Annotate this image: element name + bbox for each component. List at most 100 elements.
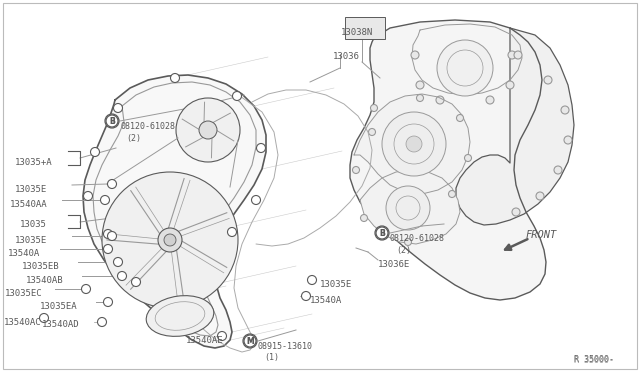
Polygon shape (350, 20, 546, 300)
Text: (2): (2) (396, 246, 411, 255)
Text: R 35000-: R 35000- (574, 356, 614, 365)
Circle shape (257, 144, 266, 153)
Circle shape (40, 314, 49, 323)
Circle shape (486, 96, 494, 104)
Circle shape (506, 81, 514, 89)
Circle shape (118, 272, 127, 280)
Text: FRONT: FRONT (526, 230, 557, 240)
Circle shape (554, 166, 562, 174)
Text: 13540AA: 13540AA (10, 200, 47, 209)
Text: 13540A: 13540A (8, 249, 40, 258)
Text: 08915-13610: 08915-13610 (258, 342, 313, 351)
Circle shape (360, 215, 367, 221)
Text: 13038N: 13038N (341, 28, 373, 37)
Circle shape (227, 228, 237, 237)
Text: 13035E: 13035E (15, 236, 47, 245)
Circle shape (105, 114, 119, 128)
Text: B: B (109, 116, 115, 125)
Circle shape (369, 128, 376, 135)
Circle shape (97, 317, 106, 327)
Circle shape (436, 96, 444, 104)
Text: B: B (379, 228, 385, 237)
Circle shape (544, 76, 552, 84)
Text: 13035+A: 13035+A (15, 158, 52, 167)
Circle shape (449, 190, 456, 198)
Circle shape (508, 51, 516, 59)
Circle shape (176, 98, 240, 162)
Text: (1): (1) (264, 353, 279, 362)
Text: B: B (109, 116, 115, 125)
Polygon shape (360, 170, 460, 244)
Text: B: B (379, 228, 385, 237)
Text: 13540AD: 13540AD (42, 320, 79, 329)
Circle shape (81, 285, 90, 294)
Text: 13035E: 13035E (15, 185, 47, 194)
Circle shape (232, 92, 241, 100)
Circle shape (437, 40, 493, 96)
Circle shape (353, 167, 360, 173)
Circle shape (131, 278, 141, 286)
Text: R 35000-: R 35000- (574, 355, 614, 364)
FancyBboxPatch shape (345, 17, 385, 39)
Text: M: M (246, 337, 254, 346)
Text: 13035EB: 13035EB (22, 262, 60, 271)
Circle shape (252, 196, 260, 205)
Text: 13035EA: 13035EA (40, 302, 77, 311)
Text: (2): (2) (126, 134, 141, 143)
Text: 13540AE: 13540AE (186, 336, 223, 345)
Circle shape (406, 136, 422, 152)
Circle shape (417, 94, 424, 102)
Polygon shape (456, 28, 574, 225)
Circle shape (108, 180, 116, 189)
Circle shape (104, 244, 113, 253)
Circle shape (514, 51, 522, 59)
Text: M: M (246, 337, 254, 346)
Circle shape (104, 230, 113, 238)
Circle shape (411, 51, 419, 59)
Polygon shape (83, 75, 266, 348)
Circle shape (376, 227, 388, 239)
Circle shape (113, 103, 122, 112)
Text: 13035E: 13035E (320, 280, 352, 289)
Circle shape (108, 231, 116, 241)
Text: 08120-61028: 08120-61028 (390, 234, 445, 243)
Circle shape (512, 208, 520, 216)
FancyBboxPatch shape (3, 3, 637, 369)
Circle shape (102, 172, 238, 308)
Text: 13035: 13035 (20, 220, 47, 229)
Circle shape (244, 335, 256, 347)
Circle shape (307, 276, 317, 285)
Circle shape (113, 257, 122, 266)
Circle shape (371, 105, 378, 112)
Circle shape (218, 331, 227, 340)
Circle shape (456, 115, 463, 122)
Circle shape (561, 106, 569, 114)
Circle shape (90, 148, 99, 157)
Text: 13540AB: 13540AB (26, 276, 63, 285)
Circle shape (104, 298, 113, 307)
Circle shape (382, 112, 446, 176)
Circle shape (301, 292, 310, 301)
Circle shape (100, 196, 109, 205)
Circle shape (164, 234, 176, 246)
Circle shape (386, 186, 430, 230)
Circle shape (404, 238, 412, 246)
Circle shape (158, 228, 182, 252)
Circle shape (106, 115, 118, 127)
Text: 13035EC: 13035EC (5, 289, 43, 298)
Text: 13036: 13036 (333, 52, 360, 61)
Text: 13540AC: 13540AC (4, 318, 42, 327)
Circle shape (199, 121, 217, 139)
Circle shape (170, 74, 179, 83)
Polygon shape (354, 94, 470, 194)
Text: 08120-61028: 08120-61028 (120, 122, 175, 131)
Circle shape (564, 136, 572, 144)
Circle shape (83, 192, 93, 201)
Circle shape (375, 226, 389, 240)
Ellipse shape (146, 296, 214, 336)
Circle shape (536, 192, 544, 200)
Text: 13036E: 13036E (378, 260, 410, 269)
Circle shape (243, 334, 257, 348)
Circle shape (416, 81, 424, 89)
Text: 13540A: 13540A (310, 296, 342, 305)
